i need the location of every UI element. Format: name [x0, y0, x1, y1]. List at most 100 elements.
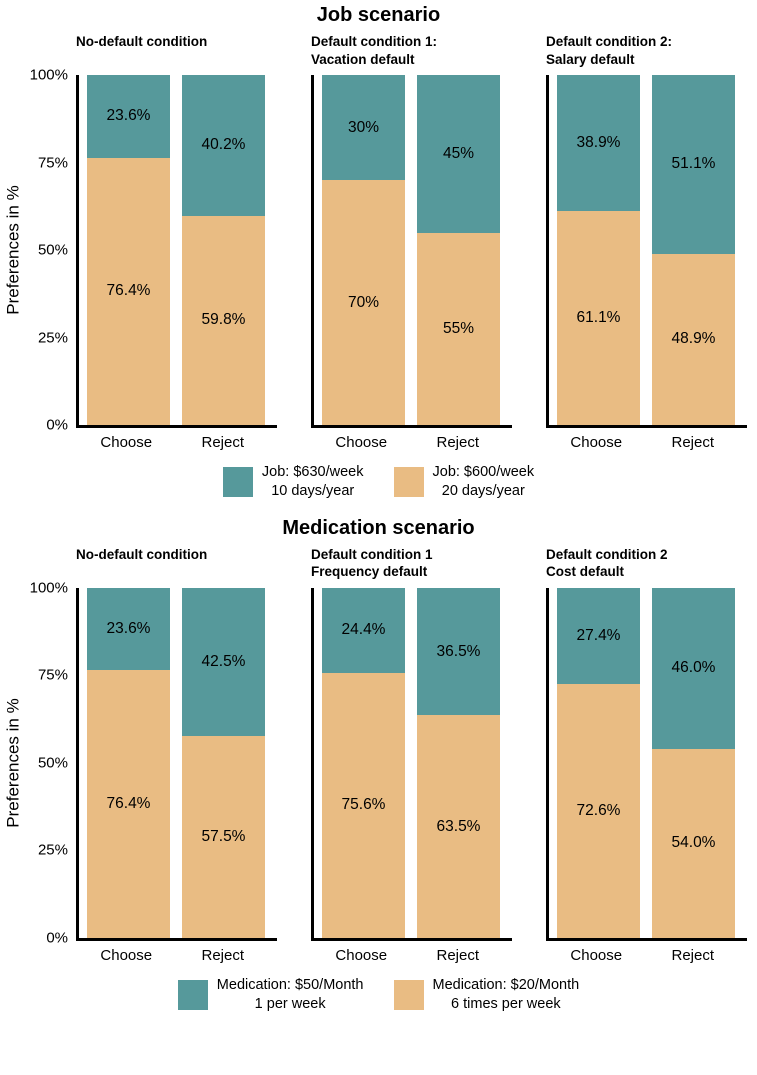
x-axis-ticks: Choose Reject — [76, 434, 277, 451]
segment-bottom: 54.0% — [652, 748, 735, 938]
bars: 23.6% 76.4% 40.2% 59.8% — [79, 75, 277, 425]
bar-reject: 36.5% 63.5% — [417, 587, 500, 938]
y-tick-label: 50% — [37, 754, 68, 772]
bar-choose: 23.6% 76.4% — [87, 75, 170, 425]
segment-bottom-label: 59.8% — [201, 311, 246, 329]
segment-top: 46.0% — [652, 587, 735, 749]
y-tick-label: 100% — [29, 66, 68, 84]
legend-job: Job: $630/week 10 days/year Job: $600/week… — [0, 463, 757, 501]
segment-top-label: 27.4% — [576, 626, 621, 644]
legend-label-line: 10 days/year — [271, 482, 355, 499]
segment-bottom-label: 55% — [442, 319, 475, 337]
legend-item-2: Medication: $20/Month 6 times per week — [393, 976, 579, 1014]
bar-choose: 24.4% 75.6% — [322, 587, 405, 938]
segment-top-label: 46.0% — [671, 659, 716, 677]
x-tick-label: Choose — [100, 946, 153, 964]
legend-item-1: Job: $630/week 10 days/year — [222, 463, 364, 501]
legend-swatch-icon — [393, 979, 424, 1010]
segment-bottom: 57.5% — [182, 736, 265, 938]
x-tick-label: Reject — [671, 434, 715, 451]
x-tick-label: Reject — [671, 946, 715, 964]
x-tick-label: Choose — [335, 946, 388, 964]
facet-2: Default condition 1 Frequency default 24.4… — [311, 546, 512, 964]
facet-title-line: Default condition 1 — [311, 546, 433, 562]
x-tick-label: Choose — [570, 434, 623, 451]
plot-area: 23.6% 76.4% 42.5% 57.5% — [76, 587, 277, 941]
y-axis-ticks: 0% 25% 50% 75% 100% — [26, 579, 76, 946]
segment-top-label: 30% — [347, 118, 380, 136]
segment-top-label: 51.1% — [671, 155, 716, 173]
segment-bottom-label: 63.5% — [436, 817, 481, 835]
x-tick-label: Choose — [335, 434, 388, 451]
segment-bottom: 70% — [322, 180, 405, 425]
legend-label: Medication: $50/Month 1 per week — [217, 976, 364, 1014]
bar-reject: 46.0% 54.0% — [652, 587, 735, 938]
facet-title-line: Salary default — [546, 51, 635, 67]
bar-choose: 38.9% 61.1% — [557, 75, 640, 425]
facet-title: Default condition 1 Frequency default — [311, 546, 512, 588]
bar-choose: 30% 70% — [322, 75, 405, 425]
facet-title-line: No-default condition — [76, 546, 208, 562]
scenario-medication: Medication scenario Preferences in % 0% 25%… — [0, 517, 757, 1018]
bars: 30% 70% 45% 55% — [314, 75, 512, 425]
segment-bottom-label: 72.6% — [576, 801, 621, 819]
segment-bottom-label: 48.9% — [671, 330, 716, 348]
chart-area-job: Preferences in % 0% 25% 50% 75% 100% No-defaul… — [0, 33, 757, 451]
segment-bottom-label: 70% — [347, 293, 380, 311]
plot-area: 27.4% 72.6% 46.0% 54.0% — [546, 587, 747, 941]
segment-top: 40.2% — [182, 75, 265, 216]
legend-label-line: 20 days/year — [441, 482, 525, 499]
bars: 27.4% 72.6% 46.0% 54.0% — [549, 587, 747, 938]
bars: 38.9% 61.1% 51.1% 48.9% — [549, 75, 747, 425]
segment-bottom-label: 76.4% — [106, 282, 151, 300]
segment-top: 30% — [322, 75, 405, 180]
segment-top: 45% — [417, 75, 500, 233]
x-axis-ticks: Choose Reject — [76, 947, 277, 964]
facet-title: Default condition 2 Cost default — [546, 546, 747, 588]
segment-bottom-label: 75.6% — [341, 796, 386, 814]
facet-title-line: Frequency default — [311, 564, 428, 580]
x-axis-ticks: Choose Reject — [311, 434, 512, 451]
segment-bottom-label: 54.0% — [671, 834, 716, 852]
segment-top-label: 40.2% — [201, 136, 246, 154]
chart-title-medication: Medication scenario — [282, 516, 475, 539]
x-axis-ticks: Choose Reject — [546, 947, 747, 964]
facet-title-line: Default condition 2 — [546, 546, 668, 562]
x-axis-ticks: Choose Reject — [546, 434, 747, 451]
bars: 24.4% 75.6% 36.5% 63.5% — [314, 587, 512, 938]
segment-top: 36.5% — [417, 587, 500, 716]
y-axis-title: Preferences in % — [2, 75, 26, 425]
y-axis-title-text: Preferences in % — [4, 185, 24, 315]
legend-label-line: Job: $600/week — [432, 464, 535, 480]
legend-swatch-icon — [222, 466, 253, 497]
segment-bottom: 72.6% — [557, 683, 640, 938]
segment-top: 38.9% — [557, 75, 640, 212]
plot-area: 38.9% 61.1% 51.1% 48.9% — [546, 75, 747, 428]
segment-bottom: 76.4% — [87, 670, 170, 938]
facet-1: No-default condition 23.6% 76.4% 42.5% 57.5%… — [76, 546, 277, 964]
facet-title-line: Default condition 2: — [546, 34, 672, 49]
legend-swatch-icon — [177, 979, 208, 1010]
facet-title: Default condition 2: Salary default — [546, 33, 747, 75]
chart-title-job: Job scenario — [316, 4, 441, 26]
segment-bottom: 61.1% — [557, 211, 640, 425]
y-tick-label: 25% — [37, 841, 68, 859]
legend-item-2: Job: $600/week 20 days/year — [393, 463, 535, 501]
segment-bottom: 63.5% — [417, 715, 500, 938]
segment-top: 23.6% — [87, 587, 170, 671]
facet-grid: No-default condition 23.6% 76.4% 40.2% 59.8%… — [76, 33, 747, 451]
legend-item-1: Medication: $50/Month 1 per week — [177, 976, 364, 1014]
segment-top-label: 23.6% — [106, 619, 151, 637]
y-tick-label: 50% — [37, 241, 68, 259]
y-axis-title: Preferences in % — [2, 588, 26, 938]
legend-medication: Medication: $50/Month 1 per week Medicatio… — [0, 976, 757, 1014]
segment-bottom: 48.9% — [652, 253, 735, 425]
legend-label: Job: $600/week 20 days/year — [433, 463, 535, 501]
facet-title-line: Vacation default — [311, 51, 415, 67]
y-tick-label: 75% — [37, 666, 68, 684]
x-tick-label: Reject — [201, 434, 245, 451]
segment-top: 24.4% — [322, 587, 405, 674]
segment-top: 51.1% — [652, 75, 735, 254]
segment-top-label: 24.4% — [341, 621, 386, 639]
